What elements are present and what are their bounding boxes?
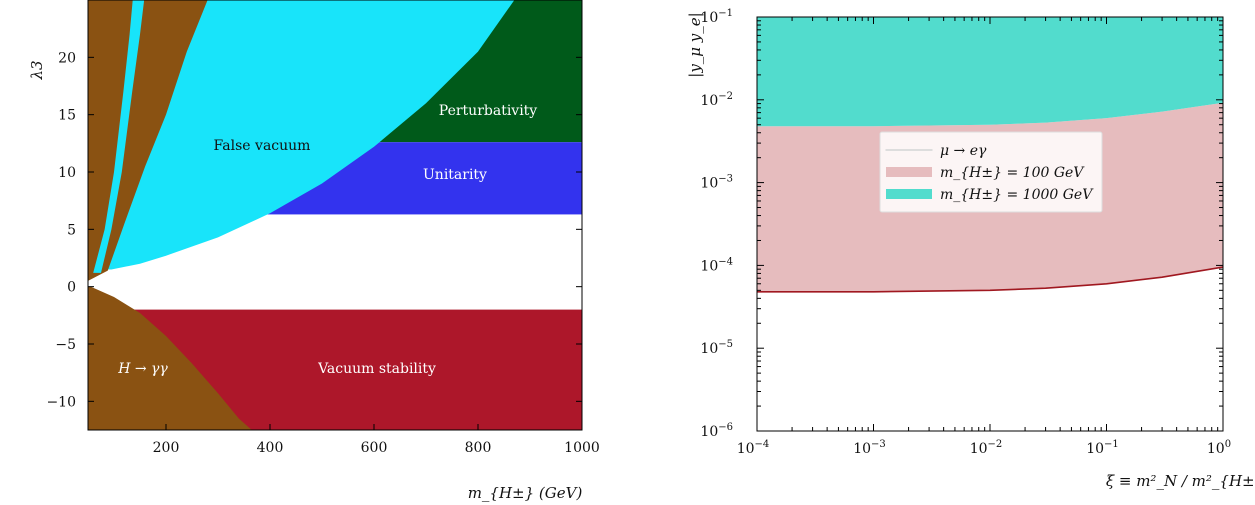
right-chart: 10−4 10−3 10−2 10−1 100 10−6 10−5 10−4 10−3 10−2 1… <box>686 8 1255 490</box>
left-ytick-label: −5 <box>55 337 76 353</box>
right-xtick-label: 10−1 <box>1086 439 1119 457</box>
right-ytick-label: 10−5 <box>700 339 733 357</box>
legend-swatch <box>885 149 933 151</box>
right-ytick-label: 10−3 <box>700 174 733 192</box>
hgg-label: H → γγ <box>117 361 168 377</box>
right-ytick-exponent: −5 <box>718 339 733 350</box>
right-ylabel: |y_μ y_e| <box>686 12 704 77</box>
vacuum-stability-label: Vacuum stability <box>317 361 436 377</box>
left-ytick-label: 10 <box>58 165 76 181</box>
legend-label: m_{H±} = 1000 GeV <box>940 187 1094 203</box>
right-xtick-label: 100 <box>1207 439 1231 457</box>
left-xtick-label: 400 <box>257 440 284 456</box>
right-xtick-exponent: −1 <box>1104 439 1119 450</box>
series-100gev-line <box>757 266 1223 293</box>
right-xtick-exponent: 0 <box>1225 439 1231 450</box>
left-chart: 200 400 600 800 1000 −10 −5 0 5 10 15 20 Perturbati… <box>28 0 600 502</box>
right-xtick-label: 10−3 <box>853 439 886 457</box>
right-ytick-exponent: −2 <box>718 91 733 102</box>
right-ytick-label: 10−1 <box>700 8 733 26</box>
right-xtick-exponent: −4 <box>755 439 770 450</box>
legend-box <box>879 131 1103 213</box>
false-vacuum-stripe <box>93 0 145 273</box>
legend-swatch <box>886 189 932 199</box>
left-ytick-label: 15 <box>58 108 76 124</box>
left-ytick-label: 20 <box>58 50 76 66</box>
right-xtick-exponent: −3 <box>871 439 886 450</box>
false-vacuum-label: False vacuum <box>214 138 311 154</box>
series-1000gev-area <box>757 17 1223 127</box>
right-ytick-label: 10−4 <box>700 256 733 274</box>
right-xtick-label: 10−2 <box>970 439 1003 457</box>
perturbativity-label: Perturbativity <box>439 103 538 119</box>
hgg-lower-region <box>88 286 252 430</box>
left-ylabel: λ3 <box>28 60 46 80</box>
left-xtick-label: 200 <box>153 440 180 456</box>
legend-swatch <box>886 167 932 177</box>
left-ytick-label: 5 <box>67 222 76 238</box>
left-ytick-label: −10 <box>46 394 76 410</box>
right-ytick-label: 10−2 <box>700 91 733 109</box>
left-ytick-label: 0 <box>67 280 76 296</box>
right-xtick-exponent: −2 <box>988 439 1003 450</box>
unitarity-label: Unitarity <box>423 167 487 183</box>
left-xtick-label: 800 <box>465 440 492 456</box>
right-ytick-exponent: −1 <box>718 8 733 19</box>
right-xtick-label: 10−4 <box>737 439 770 457</box>
false-vacuum-region <box>88 0 515 270</box>
legend-label: m_{H±} = 100 GeV <box>940 165 1085 181</box>
right-ytick-label: 10−6 <box>700 422 733 440</box>
right-ytick-exponent: −6 <box>718 422 733 433</box>
left-xtick-label: 600 <box>361 440 388 456</box>
right-ytick-exponent: −3 <box>718 174 733 185</box>
left-xtick-label: 1000 <box>564 440 600 456</box>
legend-label: μ → eγ <box>940 143 987 159</box>
hgg-upper-region <box>88 0 208 281</box>
left-xlabel: m_{H±} (GeV) <box>468 484 583 502</box>
legend: μ → eγ m_{H±} = 100 GeV m_{H±} = 1000 GeV <box>879 131 1103 213</box>
right-ytick-exponent: −4 <box>718 256 733 267</box>
right-xlabel: ξ ≡ m²_N / m²_{H±} <box>1106 472 1255 490</box>
